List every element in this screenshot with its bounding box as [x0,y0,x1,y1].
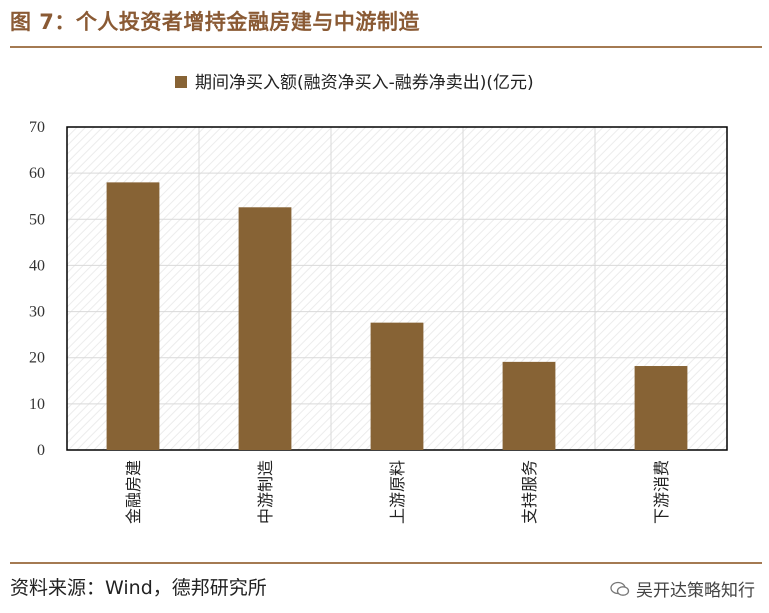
y-tick-label: 30 [29,304,45,321]
bar [238,207,292,450]
footer-divider [10,562,762,564]
bar [370,322,424,450]
y-tick-label: 10 [29,396,45,413]
y-axis-ticks: 0 10 20 30 40 50 60 70 [29,119,45,459]
y-tick-label: 40 [29,257,45,274]
gridlines [66,126,728,451]
legend: 期间净买入额(融资净买入-融券净卖出)(亿元) [175,73,534,93]
bar [502,361,556,450]
y-tick-label: 0 [37,442,45,459]
y-tick-label: 70 [29,119,45,136]
title-divider [10,46,762,48]
x-category-label: 支持服务 [520,460,539,524]
y-tick-label: 60 [29,165,45,182]
bar [634,366,688,450]
bar [106,182,160,450]
x-category-label: 中游制造 [256,460,275,524]
watermark: 吴开达策略知行 [610,576,755,601]
x-category-label: 金融房建 [124,460,143,524]
legend-swatch [175,76,187,88]
bars [106,182,688,450]
y-tick-label: 50 [29,211,45,228]
legend-label: 期间净买入额(融资净买入-融券净卖出)(亿元) [195,73,534,93]
source-note: 资料来源：Wind，德邦研究所 [10,577,267,599]
y-tick-label: 20 [29,350,45,367]
watermark-text: 吴开达策略知行 [636,581,755,601]
x-category-label: 下游消费 [652,460,671,524]
wechat-icon [610,581,630,596]
chart-title: 图 7：个人投资者增持金融房建与中游制造 [10,10,420,34]
x-category-label: 上游原料 [388,460,407,524]
x-axis-categories: 金融房建 中游制造 上游原料 支持服务 下游消费 [124,460,671,524]
